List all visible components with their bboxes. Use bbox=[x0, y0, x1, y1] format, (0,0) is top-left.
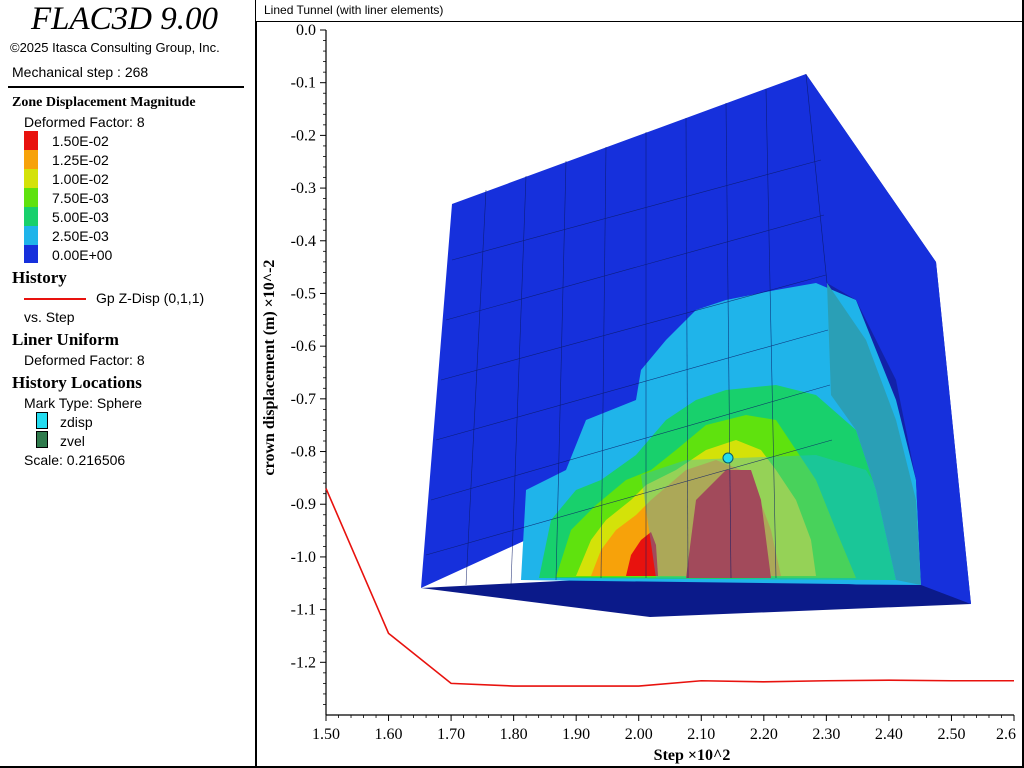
y-tick-label: -0.5 bbox=[291, 285, 316, 302]
plot-title: Lined Tunnel (with liner elements) bbox=[264, 3, 444, 17]
y-tick-label: -0.9 bbox=[291, 496, 316, 513]
y-tick-label: -0.1 bbox=[291, 75, 316, 92]
plot-canvas[interactable]: 0.0 -0.1 -0.2 -0.3 -0.4 -0.5 -0.6 -0.7 -0.8 -0.9 -… bbox=[256, 0, 1022, 766]
y-tick-label: -1.1 bbox=[291, 602, 316, 619]
contour-swatch-2 bbox=[24, 169, 38, 188]
contour-swatch-4 bbox=[24, 207, 38, 226]
x-tick-label: 1.50 bbox=[312, 726, 340, 743]
mark-type-label: Mark Type: Sphere bbox=[24, 395, 143, 411]
copyright-text: ©2025 Itasca Consulting Group, Inc. bbox=[10, 40, 220, 55]
contour-title: Zone Displacement Magnitude bbox=[12, 95, 196, 110]
y-tick-label: -0.7 bbox=[291, 391, 316, 408]
history-location-sphere bbox=[722, 452, 734, 464]
plot-view[interactable]: 0.0 -0.1 -0.2 -0.3 -0.4 -0.5 -0.6 -0.7 -0.8 -0.9 -… bbox=[256, 0, 1024, 768]
liner-title: Liner Uniform bbox=[12, 330, 119, 349]
y-tick-label: -0.4 bbox=[291, 233, 316, 250]
contour-swatch-6 bbox=[24, 245, 38, 263]
y-tick-label: 0.0 bbox=[296, 22, 316, 39]
history-series-label: Gp Z-Disp (0,1,1) bbox=[96, 290, 205, 306]
scale-label: Scale: 0.216506 bbox=[24, 452, 126, 468]
x-tick-label: 2.00 bbox=[625, 726, 653, 743]
contour-level-label-3: 7.50E-03 bbox=[52, 190, 109, 206]
x-tick-label: 1.60 bbox=[375, 726, 403, 743]
x-tick-label: 2.20 bbox=[750, 726, 778, 743]
x-tick-label: 1.80 bbox=[500, 726, 528, 743]
history-title: History bbox=[12, 268, 67, 287]
contour-level-label-2: 1.00E-02 bbox=[52, 171, 109, 187]
y-tick-label: -0.6 bbox=[291, 338, 316, 355]
contour-deformed-factor: Deformed Factor: 8 bbox=[24, 114, 145, 130]
model-3d-view[interactable] bbox=[421, 73, 971, 617]
x-tick-label: 2.40 bbox=[875, 726, 903, 743]
contour-swatch-3 bbox=[24, 188, 38, 207]
y-tick-label: -0.2 bbox=[291, 127, 316, 144]
zdisp-swatch bbox=[36, 412, 48, 429]
history-series-line bbox=[325, 488, 1014, 687]
contour-level-label-6: 0.00E+00 bbox=[52, 247, 113, 263]
zvel-swatch bbox=[36, 431, 48, 448]
contour-swatch-0 bbox=[24, 131, 38, 150]
zvel-label: zvel bbox=[60, 433, 85, 449]
x-tick-label: 2.50 bbox=[937, 726, 965, 743]
legend-panel: FLAC3D 9.00 ©2025 Itasca Consulting Grou… bbox=[0, 0, 257, 768]
contour-level-label-5: 2.50E-03 bbox=[52, 228, 109, 244]
x-tick-label: 2.6 bbox=[996, 726, 1016, 743]
plot-title-bar: Lined Tunnel (with liner elements) bbox=[256, 0, 1022, 22]
x-tick-label: 2.30 bbox=[812, 726, 840, 743]
legend-divider bbox=[8, 86, 244, 88]
y-tick-label: -1.0 bbox=[291, 549, 316, 566]
contour-level-label-0: 1.50E-02 bbox=[52, 133, 109, 149]
zdisp-label: zdisp bbox=[60, 414, 93, 430]
history-line-swatch bbox=[24, 298, 86, 300]
y-tick-label: -0.8 bbox=[291, 444, 316, 461]
contour-level-label-4: 5.00E-03 bbox=[52, 209, 109, 225]
liner-deformed-factor: Deformed Factor: 8 bbox=[24, 352, 145, 368]
y-tick-label: -0.3 bbox=[291, 180, 316, 197]
x-axis-title: Step ×10^2 bbox=[654, 747, 731, 764]
x-tick-label: 2.10 bbox=[687, 726, 715, 743]
mechanical-step-label: Mechanical step : 268 bbox=[12, 64, 149, 80]
y-axis-title: crown displacement (m) ×10^-2 bbox=[261, 260, 278, 476]
history-locations-title: History Locations bbox=[12, 373, 142, 392]
x-tick-label: 1.70 bbox=[437, 726, 465, 743]
contour-level-label-1: 1.25E-02 bbox=[52, 152, 109, 168]
contour-swatch-5 bbox=[24, 226, 38, 245]
app-title: FLAC3D 9.00 bbox=[31, 1, 219, 37]
chart-series bbox=[325, 488, 1014, 687]
history-vs-label: vs. Step bbox=[24, 309, 75, 325]
chart-axes: 0.0 -0.1 -0.2 -0.3 -0.4 -0.5 -0.6 -0.7 -0.8 -0.9 -… bbox=[261, 22, 1016, 764]
y-tick-label: -1.2 bbox=[291, 654, 316, 671]
contour-swatch-1 bbox=[24, 150, 38, 169]
x-tick-label: 1.90 bbox=[562, 726, 590, 743]
